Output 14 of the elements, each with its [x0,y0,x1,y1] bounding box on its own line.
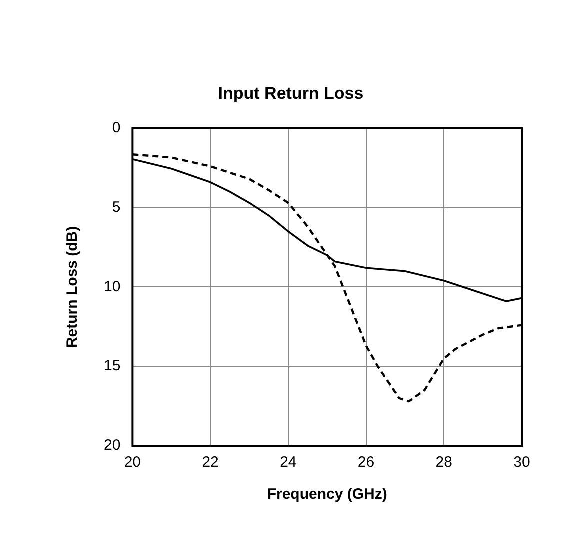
chart-title: Input Return Loss [218,84,364,103]
x-tick-label: 20 [124,454,142,472]
y-tick-label: 20 [104,437,121,454]
x-tick-label: 26 [358,454,375,472]
x-tick-label: 24 [280,454,297,472]
x-tick-label: 30 [514,454,530,472]
y-tick-label: 5 [112,198,121,216]
y-tick-label: 0 [112,120,121,137]
y-axis-title: Return Loss (dB) [64,226,82,348]
y-tick-label: 10 [104,278,121,296]
y-tick-label: 15 [104,358,121,375]
x-tick-label: 22 [202,454,219,472]
x-tick-label: 28 [436,454,452,472]
x-axis-title: Frequency (GHz) [267,486,388,504]
